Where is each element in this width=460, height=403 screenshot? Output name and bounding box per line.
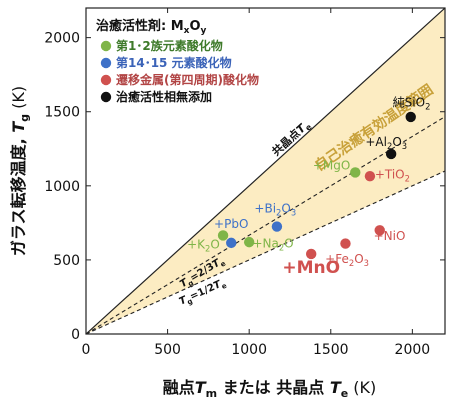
- point-label: +MgO: [313, 159, 350, 173]
- y-axis-label-group: ガラス転移温度, Tg (K): [9, 86, 31, 256]
- y-tick-label: 1500: [44, 105, 80, 121]
- y-axis-label: ガラス転移温度, Tg (K): [9, 86, 31, 256]
- x-tick-label: 2000: [395, 342, 431, 358]
- point-label: +Fe2O3: [325, 252, 369, 268]
- data-point: [271, 221, 283, 232]
- y-tick-label: 1000: [44, 179, 80, 195]
- legend-entry-label: 遷移金属(第四周期)酸化物: [116, 72, 259, 87]
- data-point: [305, 248, 317, 260]
- legend-title: 治癒活性剤: MxOy: [96, 18, 207, 36]
- line-half: [86, 170, 445, 334]
- legend-marker: [100, 91, 112, 103]
- x-tick-label: 1500: [313, 342, 349, 358]
- plot-frame: [85, 7, 446, 335]
- legend-marker: [100, 57, 112, 69]
- legend-entry-label: 治癒活性相無添加: [116, 89, 212, 104]
- point-label: +K2O: [187, 237, 220, 253]
- point-label: +TiO2: [375, 167, 410, 183]
- point-label: +Al2O3: [365, 135, 407, 151]
- point-label: +Na2O: [252, 236, 293, 252]
- data-point: [364, 170, 376, 182]
- x-tick-label: 500: [154, 342, 181, 358]
- data-point: [405, 111, 416, 123]
- data-point: [385, 148, 397, 160]
- x-axis-label: 融点Tm または 共晶点 Te (K): [163, 378, 377, 400]
- y-tick-label: 0: [71, 327, 80, 343]
- data-point: [217, 230, 229, 241]
- data-point: [350, 167, 361, 178]
- legend-marker: [100, 40, 112, 52]
- point-label: +PbO: [214, 217, 248, 231]
- point-label: +NiO: [374, 229, 406, 243]
- data-point: [226, 237, 237, 249]
- x-tick-label: 0: [82, 342, 91, 358]
- point-label: +MnO: [282, 258, 340, 278]
- legend-entry-label: 第14･15 元素酸化物: [116, 55, 232, 70]
- x-tick-label: 1000: [231, 342, 267, 358]
- legend-marker: [100, 74, 112, 86]
- data-point: [340, 238, 351, 249]
- point-label: 純SiO2: [393, 96, 431, 112]
- data-point: [374, 225, 385, 236]
- y-tick-label: 500: [53, 253, 80, 269]
- line-te: [86, 8, 445, 334]
- point-label: +Bi2O3: [254, 201, 296, 217]
- y-tick-label: 2000: [44, 31, 80, 47]
- data-point: [243, 236, 255, 248]
- legend-entry-label: 第1･2族元素酸化物: [116, 38, 223, 53]
